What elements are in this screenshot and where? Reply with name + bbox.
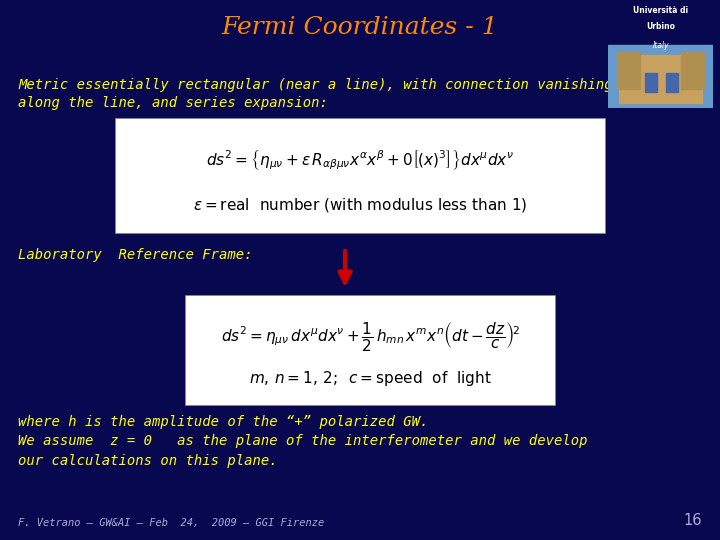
Text: F. Vetrano – GW&AI – Feb  24,  2009 – GGI Firenze: F. Vetrano – GW&AI – Feb 24, 2009 – GGI … xyxy=(18,518,324,528)
Text: where h is the amplitude of the “+” polarized GW.
We assume  z = 0   as the plan: where h is the amplitude of the “+” pola… xyxy=(18,415,588,468)
Bar xyxy=(681,52,704,89)
Text: Fermi Coordinates - 1: Fermi Coordinates - 1 xyxy=(222,17,498,39)
Text: 16: 16 xyxy=(683,513,702,528)
Bar xyxy=(645,73,657,92)
Bar xyxy=(608,45,713,108)
Bar xyxy=(618,55,702,103)
Text: $m,\,n = 1,\,2;\;\; c = \mathrm{speed\ \ of\ \ light}$: $m,\,n = 1,\,2;\;\; c = \mathrm{speed\ \… xyxy=(248,368,491,388)
Text: $ds^2 = \eta_{\mu\nu}\,dx^\mu dx^\nu + \dfrac{1}{2}\,h_{mn}\,x^m x^n \left(dt - : $ds^2 = \eta_{\mu\nu}\,dx^\mu dx^\nu + \… xyxy=(220,321,519,354)
Text: Università di: Università di xyxy=(633,6,688,15)
Text: Metric essentially rectangular (near a line), with connection vanishing
along th: Metric essentially rectangular (near a l… xyxy=(18,78,613,110)
FancyBboxPatch shape xyxy=(185,295,555,405)
Bar xyxy=(617,52,639,89)
Text: $\varepsilon = \mathrm{real\ \ number\ (with\ modulus\ less\ than\ 1)}$: $\varepsilon = \mathrm{real\ \ number\ (… xyxy=(193,196,527,214)
Text: Urbino: Urbino xyxy=(646,22,675,31)
Text: $ds^2 = \left\{ \eta_{\mu\nu} + \varepsilon\, R_{\alpha\beta\mu\nu} x^\alpha x^\: $ds^2 = \left\{ \eta_{\mu\nu} + \varepsi… xyxy=(206,147,514,172)
FancyBboxPatch shape xyxy=(115,118,605,233)
Text: Laboratory  Reference Frame:: Laboratory Reference Frame: xyxy=(18,248,253,262)
Text: Italy: Italy xyxy=(652,40,669,50)
Bar xyxy=(666,73,678,92)
